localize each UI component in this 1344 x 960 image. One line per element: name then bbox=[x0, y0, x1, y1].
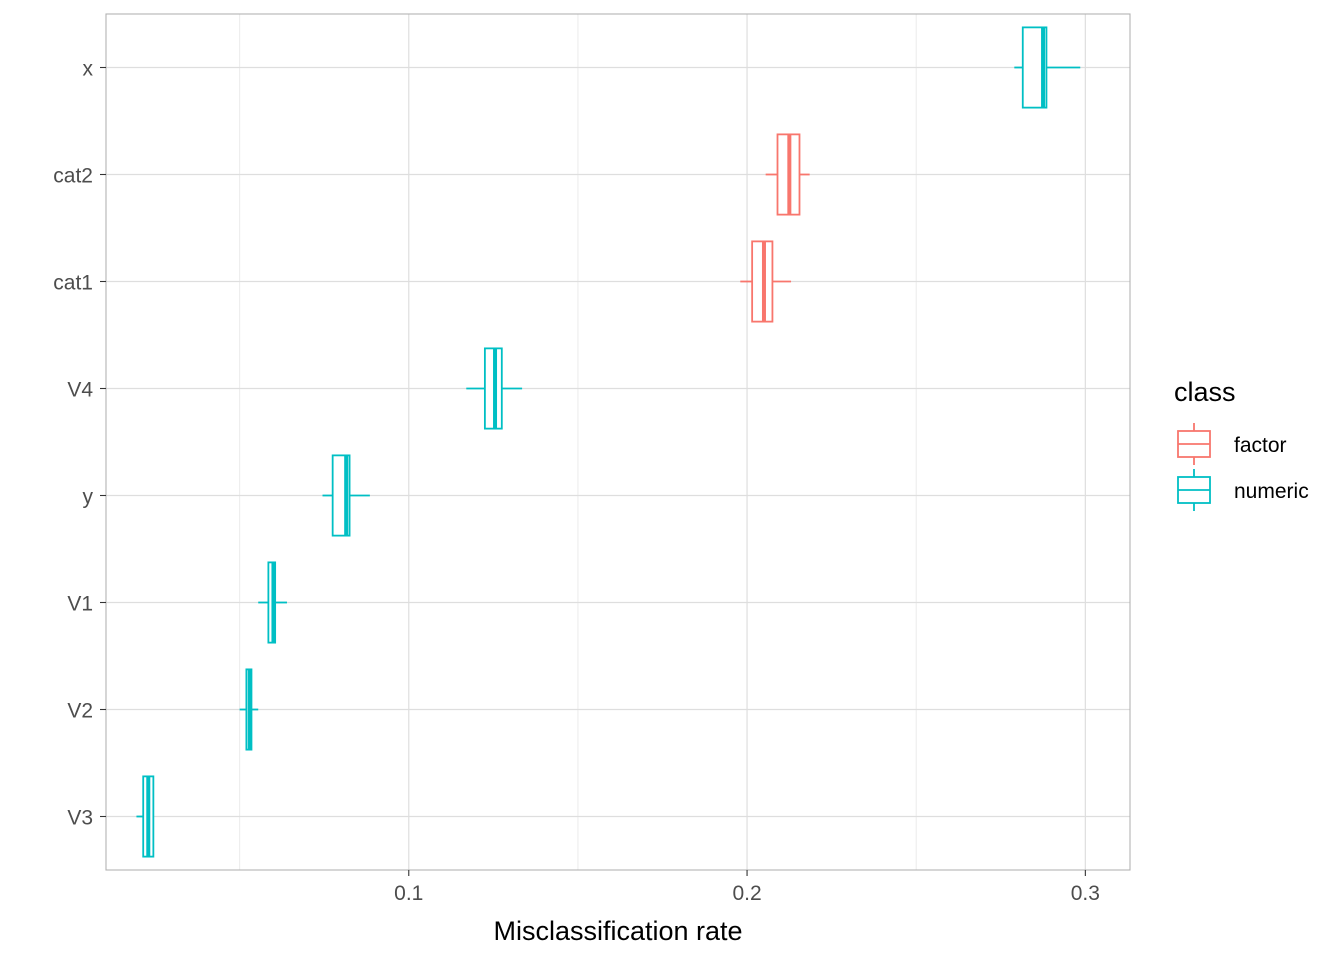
panel-border bbox=[105, 13, 1131, 871]
box-cat1 bbox=[740, 240, 792, 323]
legend-item-factor: factor bbox=[1177, 423, 1287, 465]
x-tick-label: 0.2 bbox=[732, 882, 761, 905]
y-tick-label: cat1 bbox=[53, 272, 93, 295]
y-tick-label: x bbox=[83, 58, 94, 81]
x-axis: 0.1 0.2 0.3 bbox=[394, 870, 1100, 905]
y-tick-label: V1 bbox=[67, 593, 93, 616]
y-tick-label: V3 bbox=[67, 807, 93, 830]
y-tick-label: V4 bbox=[67, 379, 93, 402]
box-cat2 bbox=[765, 133, 810, 216]
legend-label: factor bbox=[1234, 434, 1287, 457]
box-iqr bbox=[1021, 26, 1048, 109]
legend-item-numeric: numeric bbox=[1177, 469, 1309, 511]
x-axis-title: Misclassification rate bbox=[493, 916, 742, 946]
box-x bbox=[1014, 26, 1081, 109]
legend-title: class bbox=[1174, 377, 1236, 407]
box-y bbox=[322, 454, 370, 537]
box-V1 bbox=[258, 561, 287, 644]
legend: class factor numeric bbox=[1174, 377, 1309, 511]
y-tick-label: y bbox=[83, 486, 94, 509]
x-tick-label: 0.1 bbox=[394, 882, 423, 905]
boxes bbox=[136, 26, 1081, 858]
box-V3 bbox=[136, 775, 155, 858]
x-tick-label: 0.3 bbox=[1071, 882, 1100, 905]
y-axis: V3 V2 V1 y V4 cat1 cat2 x bbox=[53, 58, 106, 830]
legend-label: numeric bbox=[1234, 480, 1309, 503]
box-V4 bbox=[466, 347, 523, 430]
y-tick-label: cat2 bbox=[53, 165, 93, 188]
y-tick-label: V2 bbox=[67, 700, 93, 723]
box-V2 bbox=[239, 668, 259, 751]
